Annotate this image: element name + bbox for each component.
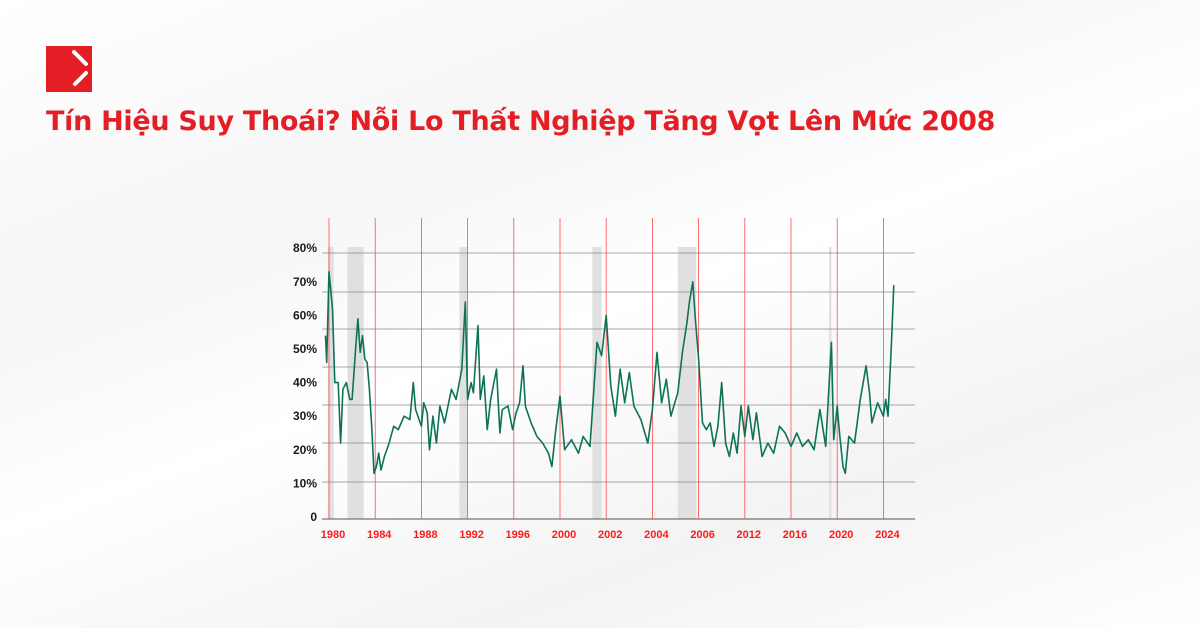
y-tick-label: 40% (293, 376, 317, 390)
x-tick-label: 1992 (459, 529, 483, 541)
y-tick-label: 10% (293, 476, 317, 490)
x-tick-label: 1996 (506, 529, 530, 541)
recession-band (592, 247, 602, 519)
y-tick-label: 0 (310, 510, 317, 524)
x-tick-label: 2012 (737, 529, 761, 541)
y-tick-label: 60% (293, 308, 317, 322)
recession-band (459, 247, 468, 519)
x-tick-label: 1984 (367, 529, 392, 541)
recession-band (829, 247, 832, 519)
x-tick-label: 1988 (413, 529, 437, 541)
y-tick-label: 70% (293, 275, 317, 289)
page-title: Tín Hiệu Suy Thoái? Nỗi Lo Thất Nghiệp T… (46, 106, 996, 137)
y-tick-label: 50% (293, 342, 317, 356)
x-tick-label: 1980 (321, 529, 345, 541)
y-tick-label: 20% (293, 443, 317, 457)
series-line (324, 270, 895, 475)
y-tick-label: 30% (293, 409, 317, 423)
x-tick-label: 2020 (829, 529, 853, 541)
y-tick-label: 80% (293, 241, 317, 255)
brand-logo (46, 46, 92, 92)
x-tick-label: 2016 (783, 529, 807, 541)
x-tick-label: 2000 (552, 529, 576, 541)
x-tick-label: 2002 (598, 529, 622, 541)
x-tick-label: 2006 (690, 529, 714, 541)
x-tick-label: 2024 (875, 529, 900, 541)
recession-band (347, 247, 364, 519)
recession-band (677, 247, 697, 519)
recession-band (327, 247, 334, 519)
x-tick-label: 2004 (644, 529, 669, 541)
